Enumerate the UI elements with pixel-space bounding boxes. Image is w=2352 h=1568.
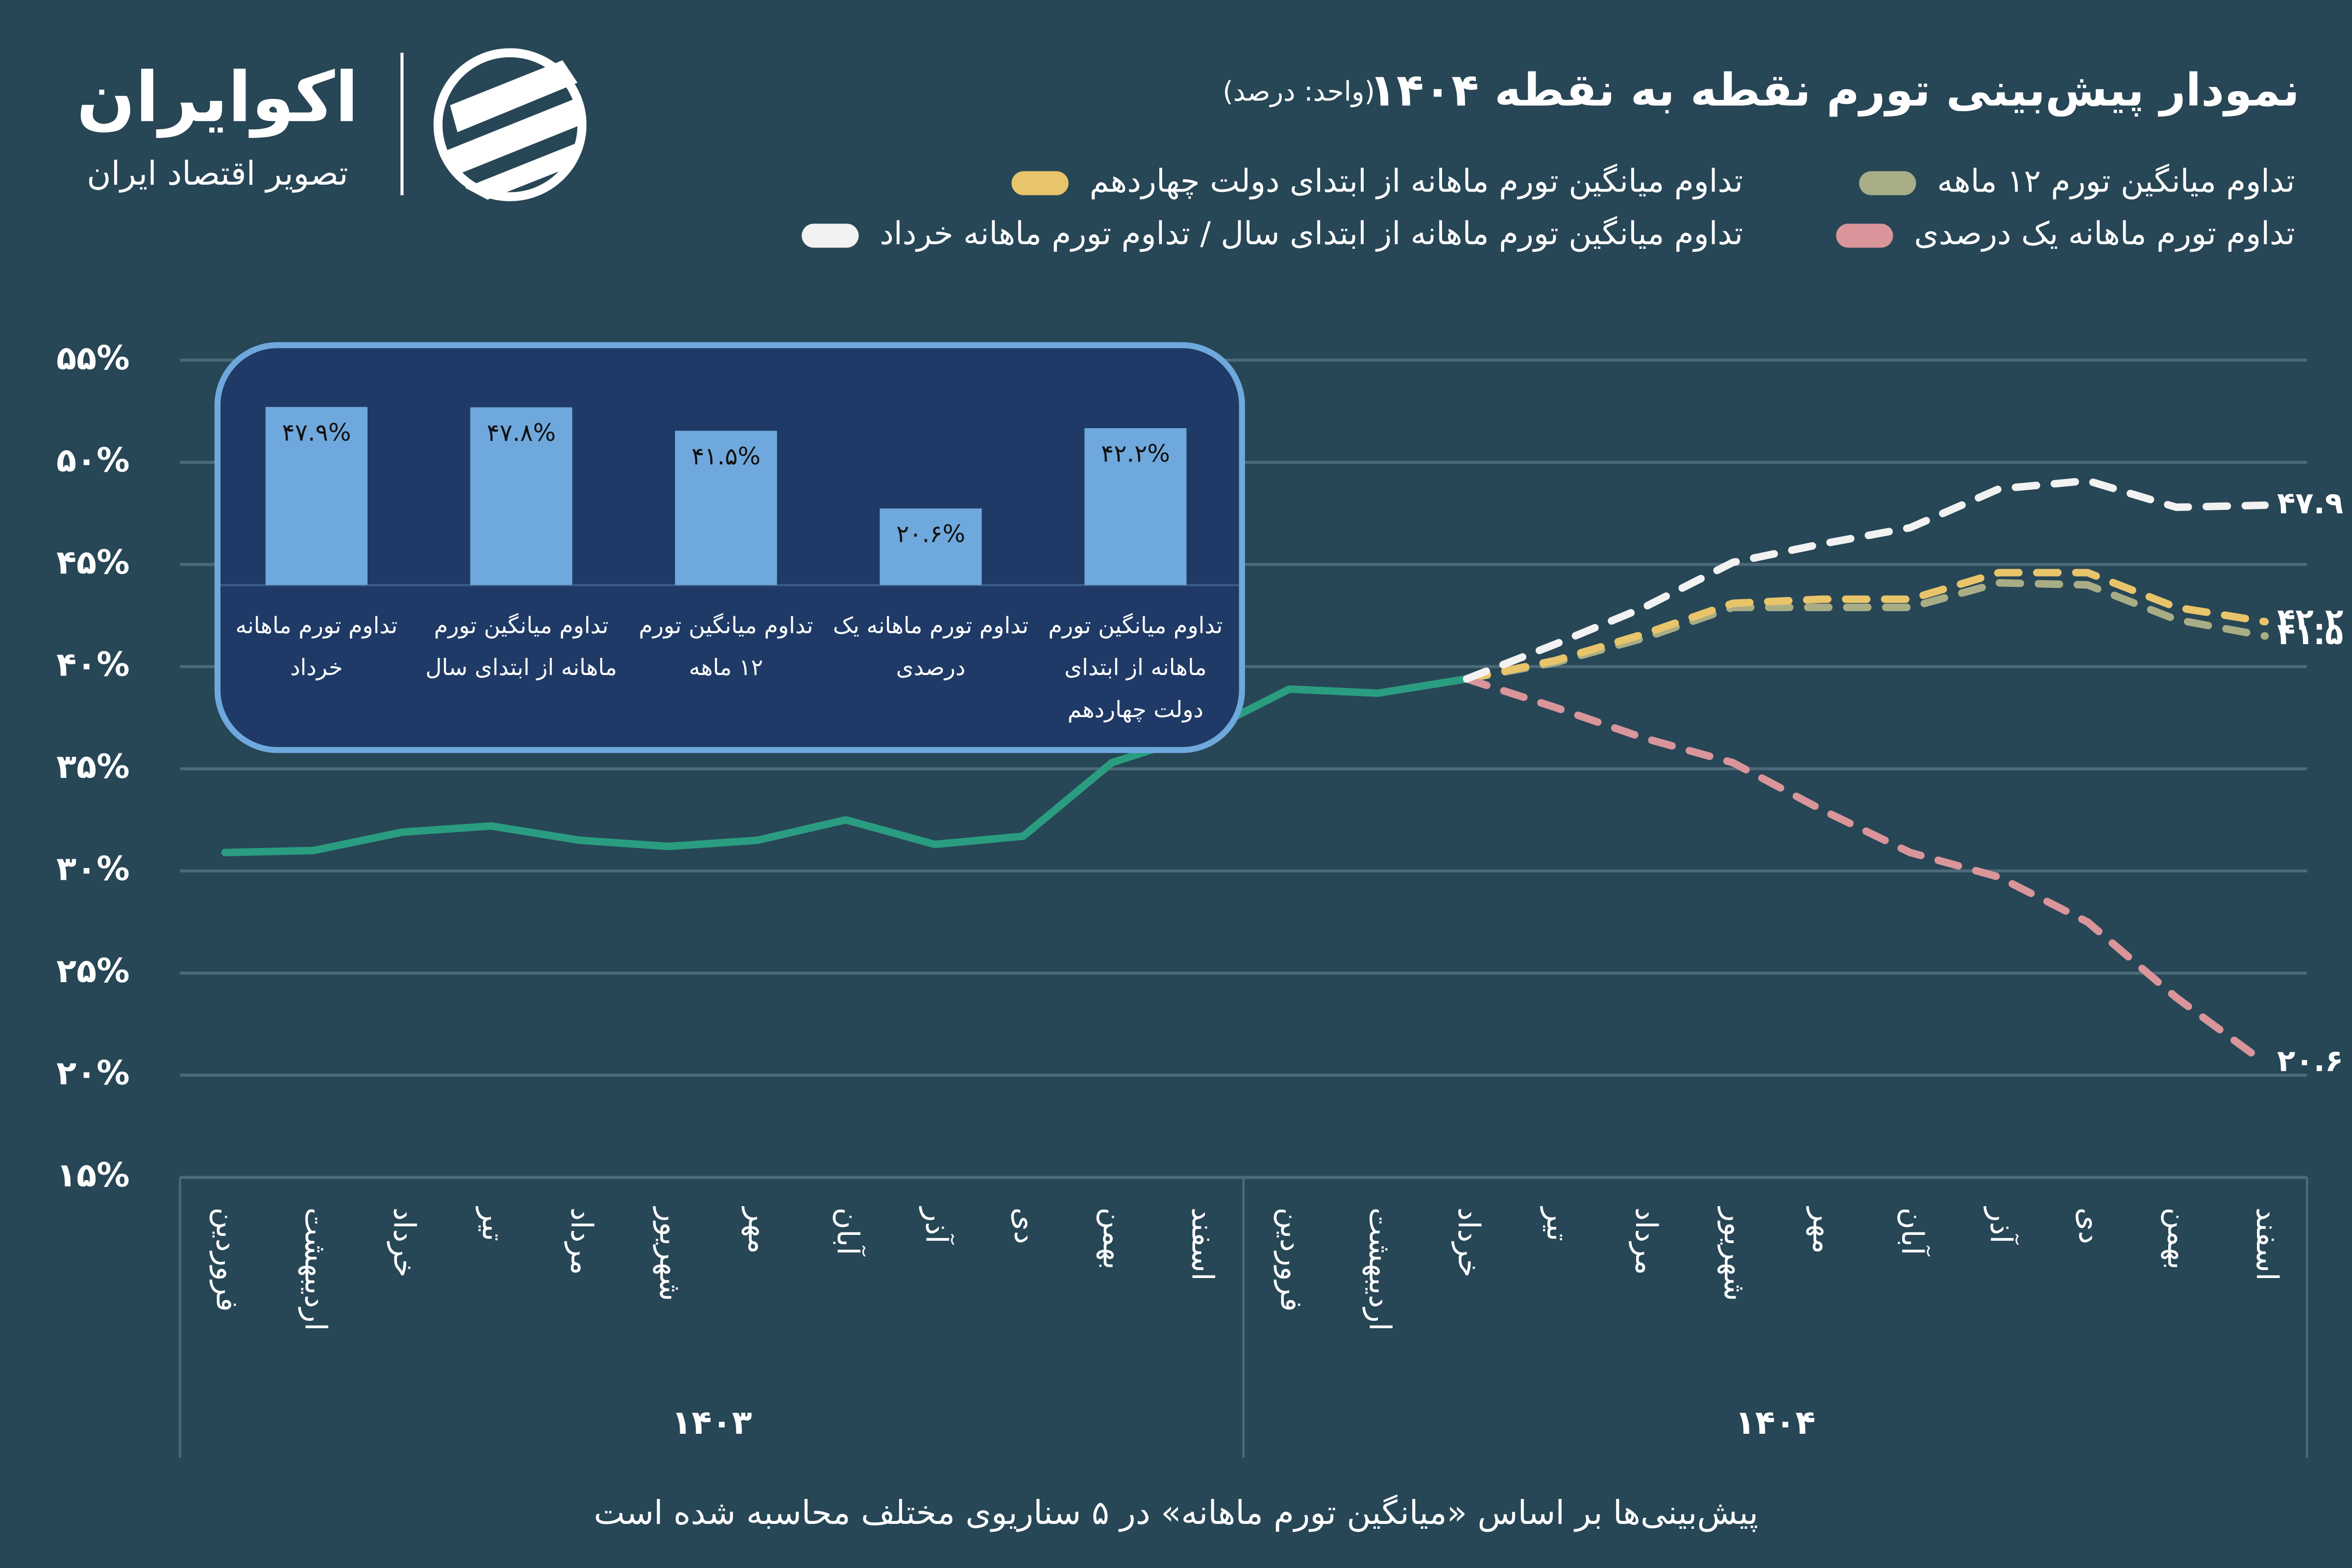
y-tick-label: ۵۰% (56, 440, 130, 479)
legend-label: تداوم میانگین تورم ماهانه از ابتدای سال … (880, 216, 1743, 252)
x-tick-label: خرداد (1451, 1207, 1486, 1278)
bar-category: تداوم تورم ماهانه یک درصدی (833, 612, 1029, 681)
bar-category-label: تداوم میانگین تورم ماهانه از ابتدای دولت… (1048, 612, 1223, 724)
bar-value-label: ۲۰.۶% (896, 520, 965, 548)
x-tick-label: اسفند (1185, 1207, 1220, 1281)
series-line (1463, 675, 2269, 1067)
x-tick-label: مرداد (1629, 1207, 1664, 1275)
x-tick-label: دی (2072, 1207, 2107, 1244)
bar (880, 508, 982, 585)
y-tick-label: ۳۵% (56, 747, 130, 786)
bar-value-label: ۴۷.۸% (487, 419, 556, 447)
bar (675, 431, 777, 585)
x-tick-label: فروردین (1274, 1207, 1309, 1312)
x-tick-label: اسفند (2250, 1207, 2284, 1281)
series-line (1463, 569, 2269, 683)
x-group-label: ۱۴۰۳ (671, 1403, 752, 1442)
bar-value-label: ۴۲.۲% (1101, 440, 1170, 468)
x-tick-label: تیر (476, 1206, 511, 1241)
bar-category-label: تداوم میانگین تورم ۱۲ ماهه (638, 612, 813, 681)
y-tick-label: ۵۵% (56, 338, 130, 377)
x-tick-label: مهر (742, 1206, 777, 1254)
bar-category: تداوم میانگین تورم ماهانه از ابتدای سال (425, 612, 617, 681)
legend-swatch (1836, 223, 1893, 248)
end-label: ۴۲.۲ (2277, 603, 2343, 637)
series-line (1463, 477, 2269, 683)
x-tick-label: دی (1008, 1207, 1043, 1244)
bar (470, 407, 572, 585)
bar-category-label: تداوم تورم ماهانه یک درصدی (833, 612, 1029, 681)
bar (265, 407, 368, 585)
x-tick-label: شهریور (653, 1206, 688, 1302)
logo-stripe (450, 60, 578, 132)
brand-tagline: تصویر اقتصاد ایران (87, 154, 348, 193)
bar-value-label: ۴۱.۵% (691, 442, 760, 470)
end-label: ۴۷.۹ (2277, 486, 2343, 521)
y-tick-label: ۴۵% (56, 543, 130, 581)
x-tick-label: فروردین (210, 1207, 245, 1312)
legend-swatch (802, 223, 859, 248)
bar-category: تداوم میانگین تورم ۱۲ ماهه (638, 612, 813, 681)
x-tick-label: مرداد (564, 1207, 599, 1275)
x-tick-label: بهمن (2161, 1207, 2196, 1270)
x-group-label: ۱۴۰۴ (1735, 1403, 1815, 1442)
bar-value-label: ۴۷.۹% (282, 418, 351, 446)
legend-label: تداوم تورم ماهانه یک درصدی (1914, 216, 2295, 252)
legend-label: تداوم میانگین تورم ۱۲ ماهه (1937, 163, 2295, 200)
bar (1084, 428, 1187, 585)
x-tick-label: آذر (1984, 1206, 2019, 1245)
y-tick-label: ۱۵% (56, 1156, 130, 1194)
logo-stripe (447, 97, 585, 176)
logo-stripe (465, 143, 578, 200)
bar-category: تداوم تورم ماهانه خرداد (235, 612, 398, 681)
brand-name: اکوایران (76, 57, 359, 138)
y-tick-label: ۲۰% (56, 1054, 130, 1092)
logo-icon (433, 48, 587, 201)
x-tick-label: آبان (1895, 1207, 1931, 1257)
chart-subtitle: (واحد: درصد) (1223, 75, 1375, 107)
y-tick-label: ۲۵% (56, 951, 130, 990)
inset: ۴۷.۹% تداوم تورم ماهانه خرداد ۴۷.۸% تداوم م… (214, 342, 1245, 753)
x-tick-label: مهر (1806, 1206, 1841, 1254)
y-tick-label: ۳۰% (56, 849, 130, 888)
x-tick-label: اردیبهشت (1363, 1207, 1397, 1331)
legend-swatch (1859, 171, 1916, 195)
title-block: نمودار پیش‌بینی تورم نقطه به نقطه ۱۴۰۴(و… (1223, 64, 2300, 117)
bar-category-label: تداوم تورم ماهانه خرداد (235, 612, 398, 681)
y-tick-label: ۴۰% (56, 645, 130, 683)
bar-category: تداوم میانگین تورم ماهانه از ابتدای دولت… (1048, 612, 1223, 724)
bar-category-label: تداوم میانگین تورم ماهانه از ابتدای سال (425, 612, 617, 681)
x-tick-label: آبان (831, 1207, 866, 1257)
x-tick-label: تیر (1540, 1206, 1575, 1241)
x-tick-label: بهمن (1097, 1207, 1131, 1270)
legend-swatch (1011, 171, 1069, 195)
x-tick-label: شهریور (1717, 1206, 1752, 1302)
logo-ring (433, 48, 587, 201)
series-line (221, 675, 1470, 857)
end-label: ۴۱.۵ (2277, 617, 2343, 651)
end-label: ۲۰.۶ (2277, 1044, 2343, 1079)
x-tick-label: آذر (919, 1206, 955, 1245)
x-tick-label: خرداد (387, 1207, 422, 1278)
legend-label: تداوم میانگین تورم ماهانه از ابتدای دولت… (1090, 163, 1743, 200)
chart-title: نمودار پیش‌بینی تورم نقطه به نقطه ۱۴۰۴ (1369, 64, 2300, 117)
footer-note: پیش‌بینی‌ها بر اساس «میانگین تورم ماهانه… (594, 1493, 1758, 1532)
x-tick-label: اردیبهشت (298, 1207, 333, 1331)
